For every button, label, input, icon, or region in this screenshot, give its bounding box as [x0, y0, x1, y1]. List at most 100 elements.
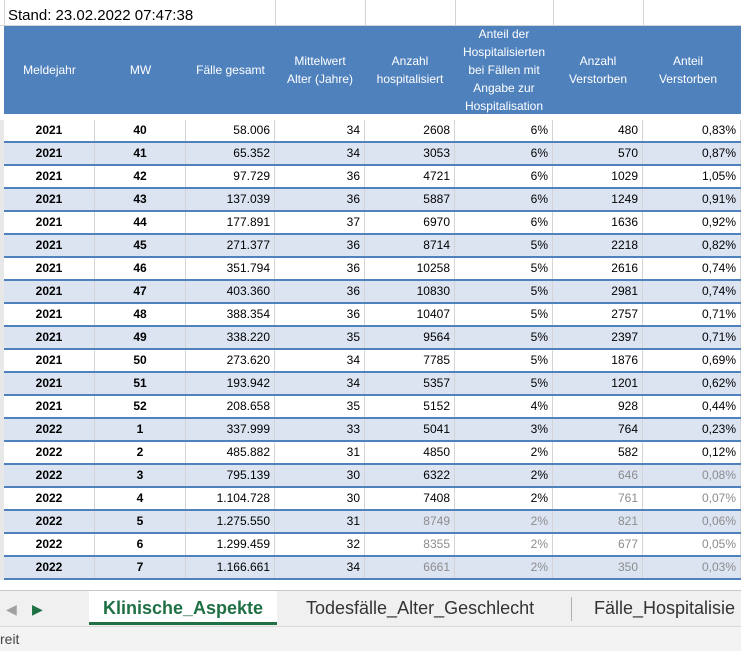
cell-alter[interactable]: 34 [275, 350, 365, 371]
cell-alter[interactable]: 30 [275, 488, 365, 509]
cell-anteil-hosp[interactable]: 2% [455, 442, 553, 463]
cell-anteil-verst[interactable]: 0,08% [643, 465, 741, 486]
header-meldejahr[interactable]: Meldejahr [23, 63, 76, 77]
cell-hosp[interactable]: 10407 [365, 304, 455, 325]
cell-mw[interactable]: 51 [95, 373, 186, 394]
cell-faelle[interactable]: 388.354 [186, 304, 275, 325]
tab-todesfaelle-alter-geschlecht[interactable]: Todesfälle_Alter_Geschlecht [306, 598, 535, 618]
cell-anteil-hosp[interactable]: 6% [455, 166, 553, 187]
cell-alter[interactable]: 36 [275, 304, 365, 325]
cell-mw[interactable]: 5 [95, 511, 186, 532]
header-anzahl-verstorben[interactable]: Anzahl Verstorben [568, 54, 628, 86]
cell-hosp[interactable]: 8749 [365, 511, 455, 532]
cell-verst[interactable]: 350 [553, 557, 643, 578]
cell-verst[interactable]: 1029 [553, 166, 643, 187]
cell-verst[interactable]: 2397 [553, 327, 643, 348]
cell-faelle[interactable]: 208.658 [186, 396, 275, 417]
cell-anteil-hosp[interactable]: 2% [455, 465, 553, 486]
cell-anteil-verst[interactable]: 0,74% [643, 281, 741, 302]
cell-year[interactable]: 2021 [4, 373, 95, 394]
cell-faelle[interactable]: 403.360 [186, 281, 275, 302]
cell-year[interactable]: 2021 [4, 120, 95, 141]
cell-alter[interactable]: 31 [275, 511, 365, 532]
cell-year[interactable]: 2022 [4, 557, 95, 578]
cell-year[interactable]: 2021 [4, 281, 95, 302]
cell-anteil-hosp[interactable]: 5% [455, 235, 553, 256]
scroll-first-sheet-icon[interactable]: ◀ [6, 601, 17, 617]
cell-verst[interactable]: 480 [553, 120, 643, 141]
cell-mw[interactable]: 41 [95, 143, 186, 164]
cell-faelle[interactable]: 58.006 [186, 120, 275, 141]
cell-anteil-hosp[interactable]: 5% [455, 258, 553, 279]
cell-anteil-hosp[interactable]: 5% [455, 373, 553, 394]
cell-year[interactable]: 2021 [4, 258, 95, 279]
cell-mw[interactable]: 46 [95, 258, 186, 279]
cell-faelle[interactable]: 795.139 [186, 465, 275, 486]
cell-faelle[interactable]: 273.620 [186, 350, 275, 371]
spreadsheet-grid[interactable]: Stand: 23.02.2022 07:47:38 Meldejahr MW … [0, 0, 741, 590]
cell-anteil-verst[interactable]: 0,44% [643, 396, 741, 417]
cell-faelle[interactable]: 271.377 [186, 235, 275, 256]
cell-mw[interactable]: 1 [95, 419, 186, 440]
cell-anteil-verst[interactable]: 0,03% [643, 557, 741, 578]
cell-anteil-verst[interactable]: 0,71% [643, 327, 741, 348]
cell-mw[interactable]: 40 [95, 120, 186, 141]
cell-anteil-hosp[interactable]: 6% [455, 143, 553, 164]
cell-year[interactable]: 2021 [4, 212, 95, 233]
cell-verst[interactable]: 2616 [553, 258, 643, 279]
cell-mw[interactable]: 3 [95, 465, 186, 486]
cell-anteil-hosp[interactable]: 3% [455, 419, 553, 440]
cell-year[interactable]: 2022 [4, 442, 95, 463]
header-mw[interactable]: MW [129, 63, 152, 77]
cell-hosp[interactable]: 6970 [365, 212, 455, 233]
cell-alter[interactable]: 35 [275, 327, 365, 348]
cell-alter[interactable]: 36 [275, 281, 365, 302]
cell-hosp[interactable]: 10830 [365, 281, 455, 302]
cell-anteil-verst[interactable]: 0,23% [643, 419, 741, 440]
cell-alter[interactable]: 35 [275, 396, 365, 417]
cell-hosp[interactable]: 10258 [365, 258, 455, 279]
cell-year[interactable]: 2022 [4, 511, 95, 532]
cell-mw[interactable]: 42 [95, 166, 186, 187]
cell-faelle[interactable]: 137.039 [186, 189, 275, 210]
header-anteil-hospitalisierten[interactable]: Anteil der Hospitalisierten bei Fällen m… [462, 27, 546, 113]
cell-hosp[interactable]: 5357 [365, 373, 455, 394]
cell-hosp[interactable]: 8355 [365, 534, 455, 555]
cell-anteil-verst[interactable]: 0,07% [643, 488, 741, 509]
cell-faelle[interactable]: 1.275.550 [186, 511, 275, 532]
cell-alter[interactable]: 36 [275, 235, 365, 256]
cell-anteil-verst[interactable]: 0,74% [643, 258, 741, 279]
header-mittelwert-alter[interactable]: Mittelwert Alter (Jahre) [286, 54, 354, 86]
cell-anteil-hosp[interactable]: 2% [455, 534, 553, 555]
cell-mw[interactable]: 2 [95, 442, 186, 463]
cell-anteil-verst[interactable]: 1,05% [643, 166, 741, 187]
cell-anteil-verst[interactable]: 0,92% [643, 212, 741, 233]
cell-faelle[interactable]: 485.882 [186, 442, 275, 463]
cell-hosp[interactable]: 2608 [365, 120, 455, 141]
cell-anteil-hosp[interactable]: 5% [455, 304, 553, 325]
cell-verst[interactable]: 570 [553, 143, 643, 164]
cell-anteil-verst[interactable]: 0,05% [643, 534, 741, 555]
cell-verst[interactable]: 646 [553, 465, 643, 486]
cell-year[interactable]: 2021 [4, 189, 95, 210]
cell-verst[interactable]: 2981 [553, 281, 643, 302]
cell-verst[interactable]: 1249 [553, 189, 643, 210]
cell-year[interactable]: 2022 [4, 488, 95, 509]
cell-year[interactable]: 2021 [4, 143, 95, 164]
cell-anteil-verst[interactable]: 0,69% [643, 350, 741, 371]
cell-hosp[interactable]: 3053 [365, 143, 455, 164]
cell-verst[interactable]: 1876 [553, 350, 643, 371]
cell-mw[interactable]: 48 [95, 304, 186, 325]
cell-mw[interactable]: 52 [95, 396, 186, 417]
cell-year[interactable]: 2021 [4, 235, 95, 256]
cell-hosp[interactable]: 5887 [365, 189, 455, 210]
cell-mw[interactable]: 45 [95, 235, 186, 256]
cell-hosp[interactable]: 8714 [365, 235, 455, 256]
stand-row[interactable]: Stand: 23.02.2022 07:47:38 [0, 4, 741, 28]
cell-verst[interactable]: 821 [553, 511, 643, 532]
cell-anteil-hosp[interactable]: 5% [455, 327, 553, 348]
cell-hosp[interactable]: 7408 [365, 488, 455, 509]
cell-year[interactable]: 2022 [4, 419, 95, 440]
cell-mw[interactable]: 50 [95, 350, 186, 371]
cell-alter[interactable]: 32 [275, 534, 365, 555]
